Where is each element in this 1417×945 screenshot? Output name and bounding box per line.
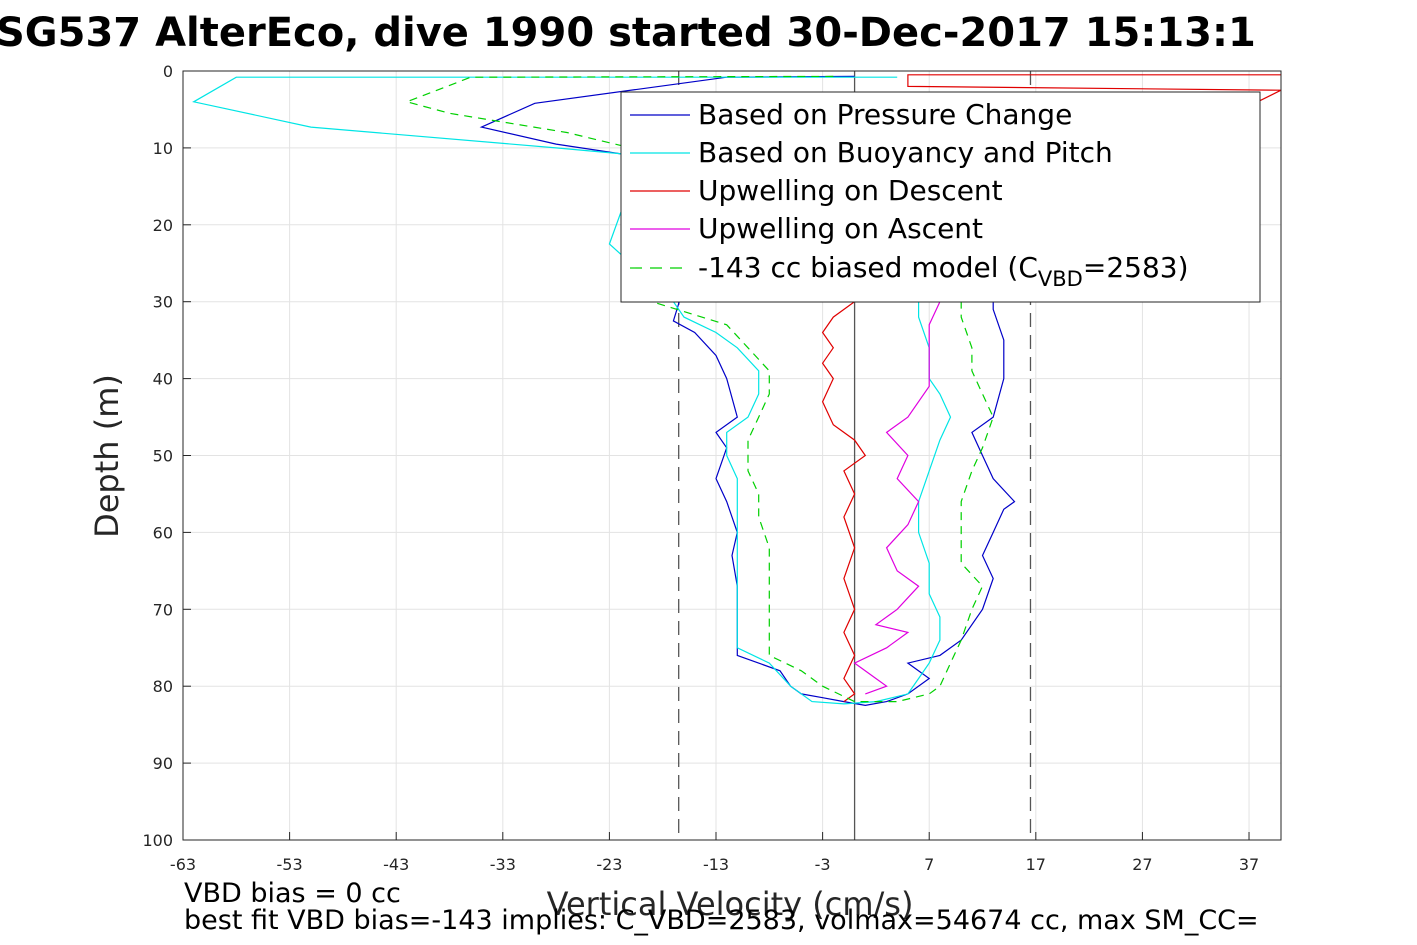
x-tick-label: 7: [924, 855, 934, 874]
vbd-bias-note: VBD bias = 0 cc: [184, 878, 401, 909]
legend-model-prefix: -143 cc biased model (C: [698, 251, 1038, 284]
y-tick-label: 40: [153, 370, 173, 389]
y-tick-label: 80: [153, 677, 173, 696]
legend-model-suffix: =2583): [1083, 251, 1189, 284]
y-tick-label: 70: [153, 600, 173, 619]
x-tick-label: 17: [1026, 855, 1046, 874]
legend: Based on Pressure Change Based on Buoyan…: [620, 91, 1261, 303]
legend-model-subscript: VBD: [1038, 267, 1083, 291]
y-axis-label: Depth (m): [88, 374, 126, 538]
legend-entry-upwelling-descent: Upwelling on Descent: [698, 174, 1003, 207]
legend-entry-upwelling-ascent: Upwelling on Ascent: [698, 212, 983, 245]
best-fit-note: best fit VBD bias=-143 implies: C_VBD=25…: [184, 905, 1259, 936]
y-tick-label: 90: [153, 754, 173, 773]
tick-layer: -63 -53 -43 -33 -23 -13 -3 7 17 27 37 0 10 20 30 40 50 60…: [142, 62, 1259, 874]
chart-title: SG537 AlterEco, dive 1990 started 30-Dec…: [0, 10, 1256, 56]
x-tick-label: 27: [1132, 855, 1152, 874]
y-tick-label: 50: [153, 447, 173, 466]
legend-entry-buoyancy: Based on Buoyancy and Pitch: [698, 136, 1113, 169]
y-tick-label: 20: [153, 216, 173, 235]
x-tick-label: -3: [815, 855, 831, 874]
x-tick-label: -43: [383, 855, 409, 874]
series-line-3: [853, 301, 941, 695]
y-tick-label: 60: [153, 523, 173, 542]
y-tick-label: 10: [153, 139, 173, 158]
x-tick-label: -33: [490, 855, 516, 874]
legend-box: [620, 91, 1261, 303]
x-tick-label: -63: [170, 855, 196, 874]
x-tick-label: -13: [703, 855, 729, 874]
x-axis-label: Vertical Velocity (cm/s): [547, 885, 914, 923]
x-tick-label: -23: [596, 855, 622, 874]
legend-entry-model: -143 cc biased model (CVBD=2583): [698, 251, 1189, 291]
y-tick-label: 100: [142, 831, 173, 850]
legend-swatches: [630, 114, 690, 269]
y-tick-label: 30: [153, 293, 173, 312]
y-tick-label: 0: [163, 62, 173, 81]
series-line-4: [404, 75, 994, 703]
legend-entry-pressure: Based on Pressure Change: [698, 98, 1072, 131]
x-tick-label: -53: [277, 855, 303, 874]
series-line-1: [192, 76, 952, 705]
x-tick-label: 37: [1239, 855, 1259, 874]
